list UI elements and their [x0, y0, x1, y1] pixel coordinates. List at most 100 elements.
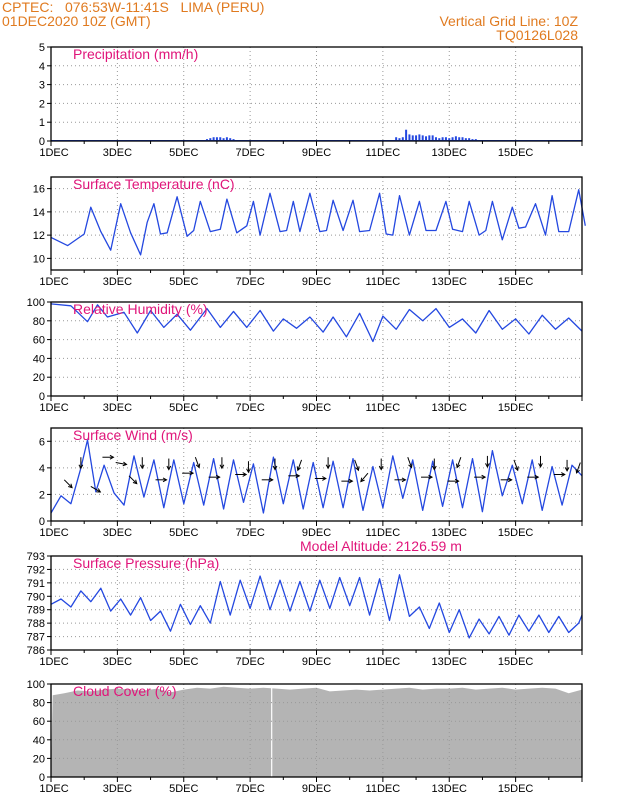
- x-tick-label: 5DEC: [169, 527, 198, 539]
- x-tick-label: 3DEC: [103, 402, 132, 414]
- wind-arrow-head: [378, 465, 384, 471]
- wind-arrow: [139, 457, 145, 470]
- wind-arrow-shaft: [354, 459, 359, 471]
- wind-arrow: [354, 459, 360, 472]
- wind-arrow: [182, 470, 195, 476]
- x-tick-label: 11DEC: [366, 527, 401, 539]
- wind-arrow-head: [401, 477, 407, 483]
- panel-title: Precipitation (mm/h): [73, 46, 198, 62]
- wind-arrow: [407, 457, 413, 469]
- x-tick-label: 3DEC: [103, 276, 132, 288]
- wind-arrow-head: [122, 461, 128, 467]
- wind-arrow-head: [431, 465, 437, 471]
- wind-arrow-head: [408, 463, 413, 469]
- x-tick-label: 7DEC: [235, 656, 264, 668]
- wind-arrow-head: [296, 466, 302, 472]
- y-tick-label: 80: [33, 316, 45, 328]
- x-tick-label: 7DEC: [235, 276, 264, 288]
- panel-title: Surface Temperature (nC): [73, 176, 235, 192]
- wind-arrow-head: [485, 463, 490, 468]
- wind-arrow-head: [456, 463, 461, 469]
- x-tick-label: 1DEC: [39, 656, 68, 668]
- wind-arrow-head: [538, 463, 543, 468]
- wind-arrow: [78, 457, 84, 470]
- wind-arrow: [513, 459, 519, 472]
- y-tick-label: 0: [39, 391, 45, 403]
- wind-arrow-head: [195, 463, 201, 469]
- wind-arrow-shaft: [128, 475, 138, 484]
- wind-arrow: [474, 474, 487, 480]
- y-tick-label: 791: [27, 578, 45, 590]
- x-tick-label: 3DEC: [103, 147, 132, 159]
- wind-arrow-shaft: [63, 479, 73, 488]
- wind-arrow-head: [246, 468, 251, 474]
- x-tick-label: 15DEC: [498, 147, 534, 159]
- panel-0: 0 1 2 3 4 5 1DEC 3DEC 5DEC 7DEC 9DEC 11DEC 13DEC 15DE…: [39, 42, 583, 159]
- y-tick-label: 20: [33, 753, 45, 765]
- x-tick-label: 11DEC: [366, 656, 401, 668]
- x-tick-label: 3DEC: [103, 783, 132, 795]
- wind-arrow-head: [68, 483, 73, 489]
- x-tick-label: 3DEC: [103, 527, 132, 539]
- wind-arrow: [102, 454, 115, 460]
- precipitation-bar: [212, 137, 215, 141]
- wind-arrow-head: [219, 464, 225, 470]
- y-tick-label: 10: [33, 253, 45, 265]
- x-tick-label: 15DEC: [498, 402, 534, 414]
- wind-arrow: [194, 457, 201, 469]
- wind-arrow: [538, 455, 543, 468]
- precipitation-bar: [448, 138, 451, 141]
- wind-arrow-head: [325, 464, 331, 470]
- wind-arrow-head: [534, 474, 540, 480]
- y-tick-label: 2: [39, 98, 45, 110]
- panel-title: Surface Wind (m/s): [73, 427, 193, 443]
- series-line-4-0: [50, 574, 583, 639]
- wind-arrow-head: [162, 477, 168, 483]
- y-tick-label: 60: [33, 716, 45, 728]
- y-tick-label: 788: [27, 618, 45, 630]
- precipitation-bar: [209, 138, 212, 141]
- x-tick-label: 13DEC: [432, 527, 468, 539]
- wind-arrow: [527, 474, 540, 480]
- x-tick-label: 1DEC: [39, 402, 68, 414]
- panel-title: Surface Pressure (hPa): [73, 555, 219, 571]
- wind-arrow: [431, 458, 437, 471]
- wind-arrow: [115, 461, 128, 467]
- y-tick-label: 0: [39, 772, 45, 784]
- precipitation-bar: [458, 137, 461, 141]
- x-tick-label: 1DEC: [39, 276, 68, 288]
- y-tick-label: 6: [39, 436, 45, 448]
- x-tick-label: 5DEC: [169, 276, 198, 288]
- wind-arrow: [219, 457, 225, 470]
- wind-arrow: [421, 474, 434, 480]
- x-tick-label: 3DEC: [103, 656, 132, 668]
- wind-arrow-shaft: [456, 457, 462, 468]
- precipitation-bar: [438, 138, 441, 141]
- wind-arrow-head: [428, 474, 434, 480]
- precipitation-bar: [441, 137, 444, 141]
- y-tick-label: 80: [33, 698, 45, 710]
- y-tick-label: 789: [27, 605, 45, 617]
- precipitation-bar: [395, 137, 398, 141]
- y-tick-label: 100: [27, 297, 45, 309]
- x-tick-label: 13DEC: [432, 276, 468, 288]
- y-tick-label: 0: [39, 136, 45, 148]
- header-location: CPTEC: 076:53W-11:41S LIMA (PERU): [2, 0, 264, 15]
- model-altitude-label: Model Altitude: 2126.59 m: [300, 538, 462, 554]
- precipitation-bar: [431, 135, 434, 141]
- wind-arrow: [166, 458, 172, 471]
- wind-arrow-head: [454, 478, 460, 484]
- precipitation-bar: [411, 135, 414, 141]
- y-tick-label: 2: [39, 489, 45, 501]
- y-tick-label: 12: [33, 230, 45, 242]
- x-tick-label: 7DEC: [235, 402, 264, 414]
- wind-arrow: [394, 477, 407, 483]
- x-tick-label: 13DEC: [432, 783, 468, 795]
- wind-arrow: [208, 474, 221, 480]
- x-tick-label: 5DEC: [169, 402, 198, 414]
- y-tick-label: 786: [27, 645, 45, 657]
- x-tick-label: 13DEC: [432, 147, 468, 159]
- x-tick-label: 7DEC: [235, 527, 264, 539]
- wind-arrow-shaft: [297, 459, 303, 471]
